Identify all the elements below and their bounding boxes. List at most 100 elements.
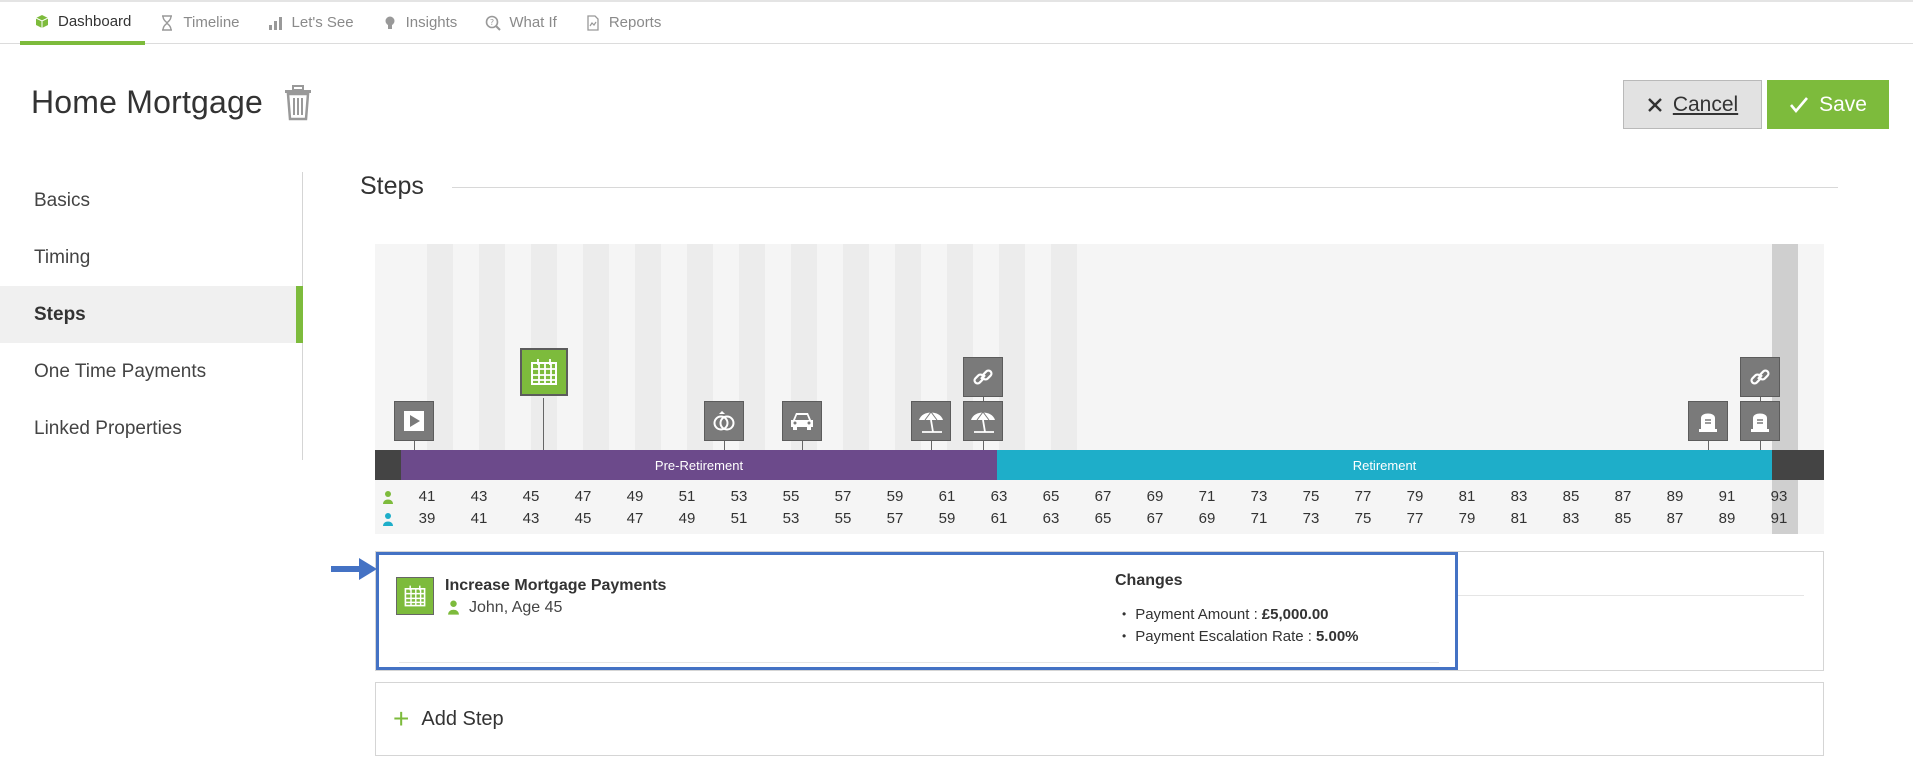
person1-age: 43 [470, 488, 488, 505]
lightbulb-icon [385, 16, 395, 29]
person2-age: 75 [1354, 510, 1372, 527]
save-button[interactable]: Save [1767, 80, 1889, 129]
car-icon [791, 413, 813, 430]
person1-age: 63 [990, 488, 1008, 505]
cancel-button[interactable]: Cancel [1623, 80, 1762, 129]
person1-age: 59 [886, 488, 904, 505]
sidebar-item-linked-properties[interactable]: Linked Properties [0, 400, 302, 457]
tab-reports[interactable]: Reports [571, 2, 676, 43]
person2-age: 79 [1458, 510, 1476, 527]
person1-age: 89 [1666, 488, 1684, 505]
person2-age: 67 [1146, 510, 1164, 527]
event-retirement-beach[interactable] [911, 401, 951, 441]
person2-age: 71 [1250, 510, 1268, 527]
person2-age: 81 [1510, 510, 1528, 527]
person1-age: 49 [626, 488, 644, 505]
change-value: 5.00% [1315, 627, 1359, 645]
card-divider [399, 662, 1439, 663]
sidebar-item-basics[interactable]: Basics [0, 172, 302, 229]
person2-age: 55 [834, 510, 852, 527]
person1-age: 73 [1250, 488, 1268, 505]
step-card[interactable]: Increase Mortgage Payments John, Age 45 … [376, 552, 1458, 670]
play-icon [404, 411, 424, 431]
person2-age: 89 [1718, 510, 1736, 527]
cube-icon [35, 14, 49, 28]
tab-label: Insights [405, 14, 458, 31]
change-item: Payment Escalation Rate :5.00% [1122, 625, 1359, 647]
person2-age: 49 [678, 510, 696, 527]
timeline-stripe [999, 244, 1025, 450]
mortgage-step-icon [531, 359, 557, 385]
timeline: Pre-Retirement Retirement 41 43 45 47 49 51 53… [375, 244, 1824, 534]
event-start[interactable] [394, 401, 434, 441]
gravestone-icon [1751, 413, 1769, 432]
close-icon [1647, 97, 1662, 112]
person1-age: 53 [730, 488, 748, 505]
sidebar-item-label: Basics [34, 189, 90, 211]
checkmark-icon [1790, 96, 1809, 113]
person2-age: 73 [1302, 510, 1320, 527]
timeline-stripe [531, 244, 557, 450]
link-icon [1750, 369, 1770, 385]
event-death[interactable] [1740, 401, 1780, 441]
person2-age: 65 [1094, 510, 1112, 527]
person2-age: 57 [886, 510, 904, 527]
tab-label: Dashboard [58, 13, 132, 30]
person1-age: 51 [678, 488, 696, 505]
umbrella-icon [971, 411, 995, 433]
event-linked[interactable] [1740, 357, 1780, 397]
mortgage-step-icon [396, 577, 434, 615]
heading-divider [452, 187, 1838, 188]
hourglass-icon [162, 14, 173, 31]
event-mortgage-step[interactable] [520, 348, 568, 396]
change-label: Payment Escalation Rate : [1135, 627, 1312, 645]
tab-dashboard[interactable]: Dashboard [20, 2, 146, 45]
sidebar-item-one-time-payments[interactable]: One Time Payments [0, 343, 302, 400]
sidebar-item-timing[interactable]: Timing [0, 229, 302, 286]
save-label: Save [1819, 92, 1867, 116]
event-linked[interactable] [963, 357, 1003, 397]
tab-insights[interactable]: Insights [368, 2, 472, 43]
tab-lets-see[interactable]: Let's See [254, 2, 368, 43]
person1-age: 41 [418, 488, 436, 505]
person1-age: 79 [1406, 488, 1424, 505]
sidebar: Basics Timing Steps One Time Payments Li… [0, 172, 303, 460]
tab-timeline[interactable]: Timeline [145, 2, 253, 43]
person1-age: 91 [1718, 488, 1736, 505]
tab-what-if[interactable]: ? What If [471, 2, 571, 43]
event-death[interactable] [1688, 401, 1728, 441]
event-retirement-beach[interactable] [963, 401, 1003, 441]
person2-age: 59 [938, 510, 956, 527]
person1-age: 81 [1458, 488, 1476, 505]
person1-age: 83 [1510, 488, 1528, 505]
person2-age: 69 [1198, 510, 1216, 527]
phase-bar-retirement[interactable]: Retirement [997, 450, 1772, 480]
person1-age: 71 [1198, 488, 1216, 505]
phase-label: Pre-Retirement [654, 457, 744, 473]
person2-age: 83 [1562, 510, 1580, 527]
event-marriage[interactable] [704, 401, 744, 441]
timeline-stripe [583, 244, 609, 450]
phase-bar-pre-retirement[interactable]: Pre-Retirement [401, 450, 997, 480]
report-document-icon [587, 14, 599, 31]
person1-age: 55 [782, 488, 800, 505]
add-step-label: Add Step [421, 707, 504, 730]
changes-heading: Changes [1115, 572, 1183, 589]
step-person: John, Age 45 [469, 599, 563, 616]
post-plan-bar [1772, 450, 1824, 480]
tab-label: Timeline [183, 14, 240, 31]
person1-age: 93 [1770, 488, 1788, 505]
person-icon [448, 600, 459, 615]
title-row: Home Mortgage [31, 84, 313, 121]
sidebar-item-label: Linked Properties [34, 417, 182, 439]
event-car[interactable] [782, 401, 822, 441]
phase-label: Retirement [1352, 457, 1417, 473]
person1-age: 65 [1042, 488, 1060, 505]
sidebar-item-steps[interactable]: Steps [0, 286, 303, 343]
person2-age: 43 [522, 510, 540, 527]
trash-icon[interactable] [283, 84, 313, 121]
add-step-button[interactable]: + Add Step [375, 682, 1824, 756]
person1-icon [383, 491, 393, 504]
cancel-label: Cancel [1672, 92, 1739, 116]
page-title: Home Mortgage [31, 84, 264, 120]
